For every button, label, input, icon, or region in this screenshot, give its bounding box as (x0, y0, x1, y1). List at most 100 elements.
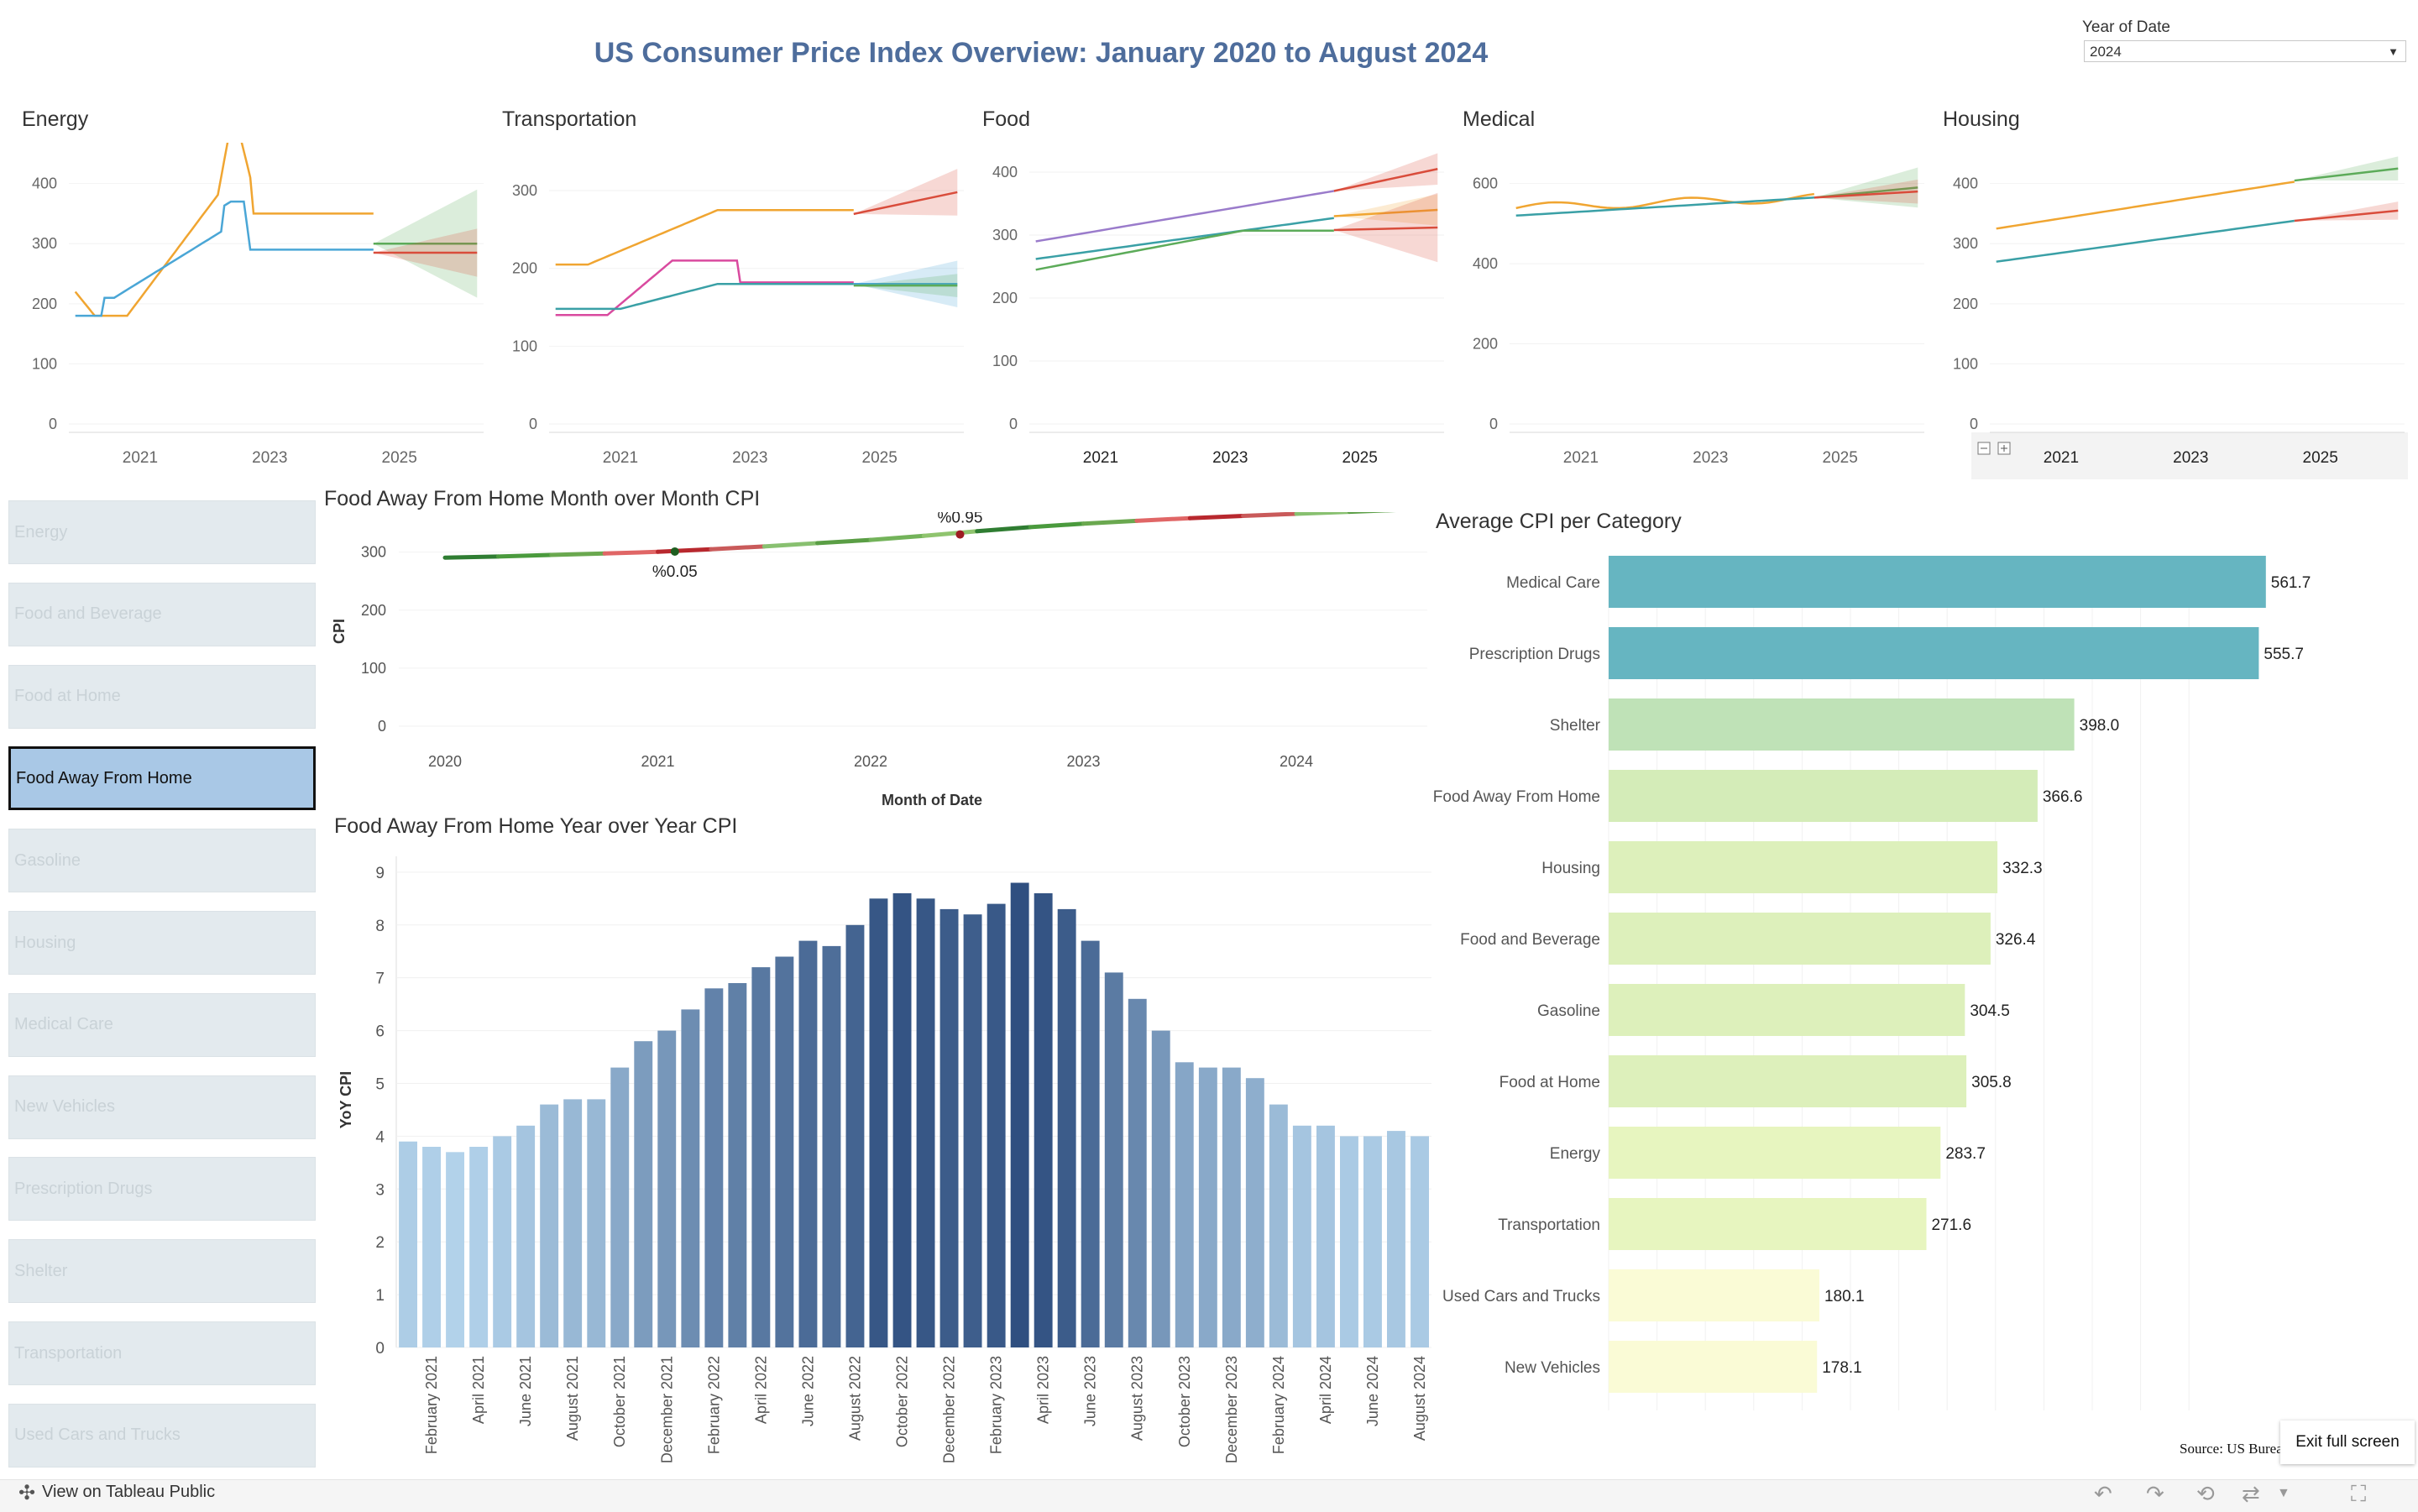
value-label: 366.6 (2043, 788, 2083, 806)
value-label: 555.7 (2264, 646, 2304, 663)
yoy-bar (1245, 1078, 1264, 1347)
x-tick-label: June 2022 (799, 1356, 816, 1426)
category-label: Prescription Drugs (1469, 646, 1600, 663)
forecast-line (2294, 167, 2399, 182)
filter-button-food-away-from-home[interactable]: Food Away From Home (8, 746, 316, 811)
avg-bar (1609, 556, 2266, 608)
yoy-bar (1387, 1131, 1405, 1347)
redo-icon[interactable]: ↷ (2146, 1481, 2164, 1506)
y-axis-label: CPI (331, 619, 348, 644)
value-label: 561.7 (2271, 574, 2311, 592)
source-note: Source: US Burea (2180, 1441, 2283, 1457)
yoy-bar (963, 914, 982, 1347)
mom-line-segment (709, 544, 767, 552)
filter-button-transportation[interactable]: Transportation (8, 1321, 316, 1385)
y-tick-label: 100 (992, 353, 1018, 369)
yoy-bar (1316, 1125, 1335, 1347)
yoy-bar (1292, 1125, 1311, 1347)
filter-button-gasoline[interactable]: Gasoline (8, 829, 316, 893)
value-label: 178.1 (1822, 1359, 1862, 1377)
yoy-bar (1034, 893, 1053, 1347)
filter-button-food-and-beverage[interactable]: Food and Beverage (8, 582, 316, 646)
small-multiple-title: Medical (1463, 107, 1536, 131)
category-label: Energy (1550, 1145, 1601, 1163)
refresh-menu-chevron-icon[interactable]: ▼ (2277, 1486, 2290, 1500)
filter-button-housing[interactable]: Housing (8, 911, 316, 975)
y-tick-label: 7 (375, 971, 385, 988)
x-tick-label: June 2023 (1082, 1356, 1099, 1426)
small-multiple-chart: 0 100 200 300 400 2021 2023 2025 (1953, 156, 2408, 479)
forecast-band (853, 169, 958, 216)
y-tick-label: 0 (49, 416, 57, 432)
yoy-bar (1175, 1062, 1194, 1347)
filter-button-food-at-home[interactable]: Food at Home (8, 664, 316, 729)
view-on-tableau-link[interactable]: View on Tableau Public (42, 1483, 216, 1501)
forecast-band (1333, 194, 1438, 226)
yoy-bar (1151, 1030, 1170, 1347)
yoy-bar (1010, 882, 1029, 1347)
y-tick-label: 0 (529, 416, 537, 432)
yoy-bar (422, 1147, 441, 1347)
mom-line-segment (495, 552, 554, 559)
avg-bar (1609, 984, 1965, 1036)
small-multiple-chart: 0 100 200 300 2021 2023 2025 (512, 169, 964, 467)
y-axis-label: YoY CPI (338, 1071, 354, 1128)
x-tick-label: June 2024 (1364, 1356, 1381, 1426)
filter-button-new-vehicles[interactable]: New Vehicles (8, 1075, 316, 1139)
value-label: 271.6 (1931, 1216, 1971, 1234)
refresh-icon[interactable]: ⇄ (2242, 1481, 2260, 1506)
fullscreen-icon[interactable]: ⛶ (2351, 1481, 2367, 1506)
filter-button-prescription-drugs[interactable]: Prescription Drugs (8, 1157, 316, 1222)
mom-line-segment (1134, 515, 1192, 523)
y-tick-label: 200 (32, 296, 57, 312)
x-tick-label: 2024 (1280, 753, 1313, 770)
yoy-bar (1269, 1104, 1288, 1347)
x-tick-label: 2023 (1693, 449, 1728, 467)
x-tick-label: 2025 (1823, 449, 1858, 467)
y-tick-label: 0 (1009, 416, 1018, 432)
year-filter-dropdown[interactable]: 2024 ▼ (2084, 40, 2406, 62)
avg-bar (1609, 770, 2038, 822)
annotation-point (955, 530, 965, 539)
y-tick-label: 5 (375, 1075, 385, 1093)
x-tick-label: 2025 (862, 449, 898, 467)
chevron-down-icon[interactable]: ▼ (2388, 45, 2399, 58)
series-line (1996, 180, 2295, 230)
y-tick-label: 300 (1953, 235, 1978, 252)
value-label: 305.8 (1971, 1074, 2012, 1091)
y-tick-label: 1 (375, 1287, 385, 1305)
forecast-line (1333, 208, 1438, 217)
series-line (555, 282, 854, 311)
yoy-bar (1104, 972, 1123, 1347)
x-tick-label: 2025 (1342, 449, 1378, 467)
y-tick-label: 200 (512, 260, 537, 277)
yoy-bar (869, 898, 888, 1347)
x-tick-label: December 2023 (1223, 1356, 1240, 1463)
mom-line-chart: 0 100 200 300 2020 2021 2022 2023 2024 Month of D… (331, 512, 1427, 808)
filter-button-shelter[interactable]: Shelter (8, 1239, 316, 1304)
filter-button-energy[interactable]: Energy (8, 500, 316, 564)
mom-line-segment (602, 549, 660, 556)
undo-icon[interactable]: ↶ (2094, 1481, 2112, 1506)
value-label: 332.3 (2002, 860, 2043, 877)
x-tick-label: 2021 (2044, 449, 2079, 467)
forecast-line (1333, 226, 1438, 232)
yoy-bar (751, 967, 771, 1347)
exit-full-screen-button[interactable]: Exit full screen (2280, 1420, 2415, 1464)
series-line (1035, 229, 1334, 271)
yoy-bar (1410, 1136, 1429, 1347)
revert-icon[interactable]: ⟲ (2196, 1481, 2215, 1506)
avg-bar (1609, 913, 1991, 965)
yoy-bar (892, 893, 912, 1347)
annotation-point (670, 547, 679, 556)
filter-button-medical-care[interactable]: Medical Care (8, 992, 316, 1057)
x-tick-label: October 2022 (893, 1356, 910, 1447)
x-tick-label: 2025 (2303, 449, 2338, 467)
series-line (1035, 190, 1335, 243)
filter-button-used-cars-and-trucks[interactable]: Used Cars and Trucks (8, 1403, 316, 1468)
x-tick-label: February 2022 (705, 1356, 722, 1454)
mom-line-segment (815, 537, 873, 546)
x-tick-label: 2023 (2173, 449, 2208, 467)
avg-bar (1609, 1055, 1967, 1107)
x-tick-label: 2023 (1066, 753, 1100, 770)
